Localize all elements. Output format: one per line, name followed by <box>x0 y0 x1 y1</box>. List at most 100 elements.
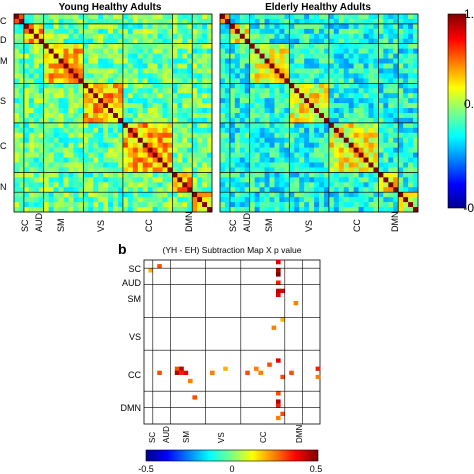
heatmap-cell <box>98 192 104 198</box>
heatmap-cell <box>58 172 64 178</box>
heatmap-cell <box>167 202 173 208</box>
heatmap-cell <box>383 202 389 208</box>
heatmap-cell <box>122 18 129 25</box>
heatmap-cell <box>152 63 158 69</box>
heatmap-cell <box>368 83 374 89</box>
heatmap-cell <box>234 48 241 54</box>
heatmap-cell <box>132 38 139 44</box>
heatmap-cell <box>103 48 109 54</box>
heatmap-cell <box>73 187 79 193</box>
heatmap-cell <box>229 127 236 134</box>
heatmap-cell <box>197 202 203 208</box>
heatmap-cell <box>33 117 40 124</box>
heatmap-cell <box>132 197 139 203</box>
heatmap-cell <box>207 23 213 30</box>
heatmap-cell <box>108 172 114 178</box>
heatmap-cell <box>269 28 275 35</box>
heatmap-cell <box>294 117 300 124</box>
heatmap-cell <box>323 132 330 139</box>
heatmap-cell <box>378 202 384 208</box>
heatmap-cell <box>229 122 236 129</box>
heatmap-cell <box>182 14 188 20</box>
heatmap-cell <box>224 152 231 158</box>
heatmap-cell <box>63 197 69 203</box>
heatmap-cell <box>83 28 89 35</box>
heatmap-cell <box>192 113 198 119</box>
heatmap-cell <box>23 192 30 198</box>
heatmap-cell <box>207 14 213 20</box>
heatmap-cell <box>254 73 260 79</box>
y-label-cc-young: C <box>0 141 7 151</box>
heatmap-cell <box>172 43 178 49</box>
heatmap-cell <box>388 23 394 30</box>
heatmap-cell <box>73 58 79 64</box>
heatmap-cell <box>348 192 354 198</box>
heatmap-cell <box>274 18 280 25</box>
heatmap-cell <box>157 157 163 163</box>
heatmap-cell <box>88 28 94 35</box>
heatmap-cell <box>239 132 246 139</box>
heatmap-cell <box>172 33 178 40</box>
heatmap-cell <box>279 18 285 25</box>
heatmap-cell <box>73 73 79 79</box>
heatmap-cell <box>403 33 409 40</box>
heatmap-cell <box>403 93 409 99</box>
heatmap-cell <box>38 117 44 124</box>
heatmap-cell <box>117 207 124 213</box>
x-label-sc-b: SC <box>148 432 157 443</box>
heatmap-cell <box>14 207 20 213</box>
heatmap-cell <box>259 58 265 64</box>
heatmap-cell <box>408 182 414 188</box>
heatmap-cell <box>187 28 193 35</box>
heatmap-cell <box>323 197 330 203</box>
heatmap-cell <box>167 93 173 99</box>
heatmap-cell <box>358 207 364 213</box>
heatmap-cell <box>192 132 198 139</box>
heatmap-cell <box>28 33 35 40</box>
heatmap-cell <box>234 182 241 188</box>
heatmap-cell <box>93 157 99 163</box>
heatmap-cell <box>43 58 49 64</box>
heatmap-cell <box>207 43 213 49</box>
heatmap-cell <box>157 172 163 178</box>
significant-cell <box>258 370 263 375</box>
heatmap-cell <box>328 157 335 163</box>
heatmap-cell <box>78 43 84 49</box>
heatmap-cell <box>147 162 153 168</box>
heatmap-cell <box>113 28 119 35</box>
heatmap-cell <box>254 88 260 94</box>
heatmap-cell <box>284 192 290 198</box>
heatmap-cell <box>309 68 315 74</box>
heatmap-cell <box>279 177 285 183</box>
heatmap-cell <box>254 113 260 119</box>
heatmap-cell <box>33 137 40 143</box>
heatmap-cell <box>78 108 84 114</box>
heatmap-cell <box>234 23 241 30</box>
heatmap-cell <box>289 18 295 25</box>
heatmap-cell <box>14 132 20 139</box>
heatmap-cell <box>157 58 163 64</box>
heatmap-cell <box>294 68 300 74</box>
heatmap-cell <box>338 98 345 104</box>
heatmap-cell <box>220 53 226 59</box>
heatmap-cell <box>264 137 270 143</box>
heatmap-cell <box>78 83 84 89</box>
heatmap-cell <box>14 172 20 178</box>
heatmap-cell <box>157 103 163 109</box>
heatmap-cell <box>28 93 35 99</box>
heatmap-cell <box>398 28 404 35</box>
heatmap-cell <box>304 127 310 134</box>
heatmap-cell <box>264 43 270 49</box>
heatmap-cell <box>254 162 260 168</box>
heatmap-cell <box>279 83 285 89</box>
heatmap-cell <box>162 157 168 163</box>
heatmap-cell <box>284 162 290 168</box>
heatmap-cell <box>244 23 250 30</box>
heatmap-cell <box>353 103 359 109</box>
heatmap-cell <box>220 162 226 168</box>
heatmap-cell <box>398 132 404 139</box>
heatmap-cell <box>314 162 320 168</box>
heatmap-cell <box>224 98 231 104</box>
heatmap-cell <box>167 103 173 109</box>
heatmap-cell <box>113 108 119 114</box>
